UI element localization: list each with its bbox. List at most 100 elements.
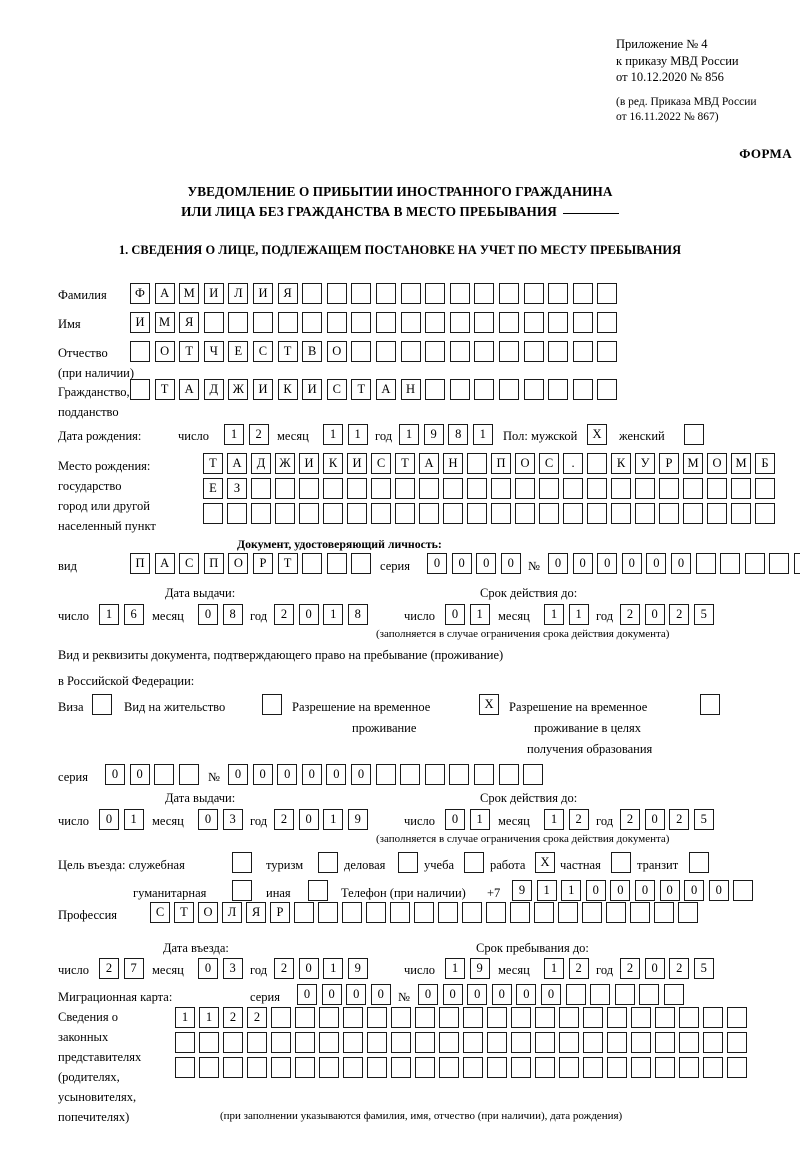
cell[interactable]: 9 <box>347 809 368 830</box>
cell[interactable] <box>655 1057 675 1078</box>
cell[interactable] <box>467 503 487 524</box>
cell[interactable]: Т <box>174 902 194 923</box>
cell[interactable] <box>491 478 511 499</box>
cell[interactable] <box>498 341 519 362</box>
cell[interactable] <box>607 1057 627 1078</box>
cell[interactable]: 0 <box>597 553 618 574</box>
cell[interactable] <box>559 1032 579 1053</box>
cell[interactable] <box>587 453 607 474</box>
cell[interactable] <box>572 283 593 304</box>
cell[interactable] <box>559 1057 579 1078</box>
cell[interactable] <box>558 902 578 923</box>
cell[interactable]: 8 <box>448 424 469 445</box>
legal-rep-row-2[interactable] <box>175 1032 751 1053</box>
cell[interactable] <box>590 984 611 1005</box>
cell[interactable] <box>419 478 439 499</box>
purpose-official-checkbox[interactable] <box>232 852 252 873</box>
cell[interactable] <box>400 283 421 304</box>
cell[interactable]: К <box>323 453 343 474</box>
cell[interactable] <box>498 379 519 400</box>
cell[interactable]: Е <box>203 478 223 499</box>
cell[interactable]: 2 <box>669 958 690 979</box>
cell[interactable]: 0 <box>540 984 561 1005</box>
cell[interactable] <box>414 902 434 923</box>
cell[interactable]: 2 <box>620 604 640 625</box>
cell[interactable]: 2 <box>568 809 589 830</box>
cell[interactable] <box>271 1057 291 1078</box>
cell[interactable]: 0 <box>491 984 512 1005</box>
cell[interactable] <box>375 312 396 333</box>
cell[interactable] <box>462 902 482 923</box>
cell[interactable] <box>439 1057 459 1078</box>
cell[interactable] <box>130 379 150 400</box>
cell[interactable] <box>439 1007 459 1028</box>
cell[interactable]: 0 <box>301 764 322 785</box>
cell[interactable]: О <box>228 553 249 574</box>
cell[interactable]: А <box>179 379 200 400</box>
cell[interactable] <box>318 902 338 923</box>
checkbox-cell[interactable] <box>611 852 631 873</box>
cell[interactable] <box>744 553 765 574</box>
cell[interactable] <box>486 902 506 923</box>
purpose-private-checkbox[interactable] <box>611 852 631 873</box>
checkbox-cell[interactable] <box>684 424 704 445</box>
cell[interactable]: 0 <box>644 958 665 979</box>
checkbox-cell[interactable] <box>464 852 484 873</box>
cell[interactable] <box>425 379 446 400</box>
cell[interactable] <box>695 553 716 574</box>
cell[interactable]: 0 <box>297 984 317 1005</box>
cell[interactable]: 1 <box>544 604 564 625</box>
cell[interactable]: Л <box>228 283 249 304</box>
cell[interactable]: 0 <box>427 553 447 574</box>
cell[interactable]: Т <box>277 341 298 362</box>
cell[interactable] <box>731 478 751 499</box>
cell[interactable] <box>223 1057 243 1078</box>
cell[interactable] <box>223 1032 243 1053</box>
cell[interactable]: 3 <box>222 958 243 979</box>
cell[interactable]: 2 <box>274 958 294 979</box>
cell[interactable]: Т <box>277 553 298 574</box>
checkbox-cell[interactable] <box>232 880 252 901</box>
cell[interactable]: 0 <box>684 880 705 901</box>
cell[interactable]: 7 <box>123 958 144 979</box>
cell[interactable] <box>727 1057 747 1078</box>
cell[interactable]: 0 <box>298 809 319 830</box>
cell[interactable] <box>511 1007 531 1028</box>
cell[interactable] <box>659 503 679 524</box>
cell[interactable]: П <box>491 453 511 474</box>
cell[interactable]: 2 <box>223 1007 243 1028</box>
cell[interactable] <box>395 503 415 524</box>
sex-female-checkbox[interactable] <box>684 424 704 445</box>
temp-residence-edu-checkbox[interactable] <box>700 694 720 715</box>
cell[interactable]: М <box>179 283 200 304</box>
checkbox-cell[interactable] <box>398 852 418 873</box>
cell[interactable] <box>548 312 569 333</box>
cell[interactable] <box>563 503 583 524</box>
cell[interactable] <box>351 283 372 304</box>
cell[interactable] <box>535 1057 555 1078</box>
cell[interactable]: 0 <box>500 553 521 574</box>
cell[interactable] <box>572 341 593 362</box>
cell[interactable] <box>443 478 463 499</box>
cell[interactable]: Ф <box>130 283 150 304</box>
cell[interactable] <box>375 341 396 362</box>
cell[interactable] <box>367 1007 387 1028</box>
cell[interactable] <box>367 1032 387 1053</box>
cell[interactable]: С <box>252 341 273 362</box>
cell[interactable] <box>731 503 751 524</box>
checkbox-cell[interactable] <box>262 694 282 715</box>
cell[interactable]: 0 <box>326 764 347 785</box>
cell[interactable] <box>400 341 421 362</box>
cell[interactable] <box>343 1032 363 1053</box>
cell[interactable]: Я <box>277 283 298 304</box>
cell[interactable] <box>654 902 674 923</box>
cell[interactable] <box>727 1032 747 1053</box>
cell[interactable] <box>175 1032 195 1053</box>
cell[interactable]: Л <box>222 902 242 923</box>
